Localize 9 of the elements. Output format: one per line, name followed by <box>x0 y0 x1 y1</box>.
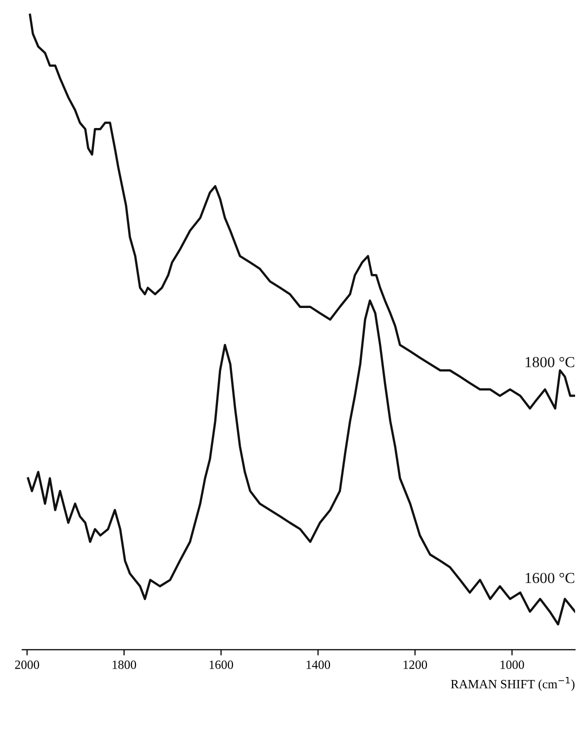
x-tick-label: 1000 <box>500 660 524 669</box>
x-axis-title: RAMAN SHIFT (cm$^{−1}$) <box>450 677 574 691</box>
series-label: 1800 °C <box>526 356 574 368</box>
series-label: 1600 °C <box>526 572 574 584</box>
x-tick-label: 2000 <box>15 660 40 669</box>
x-tick-label: 1600 <box>210 660 234 669</box>
x-tick-label: 1800 <box>112 660 136 669</box>
x-tick-label: 1400 <box>306 660 330 669</box>
x-tick-label: 1200 <box>404 660 428 669</box>
